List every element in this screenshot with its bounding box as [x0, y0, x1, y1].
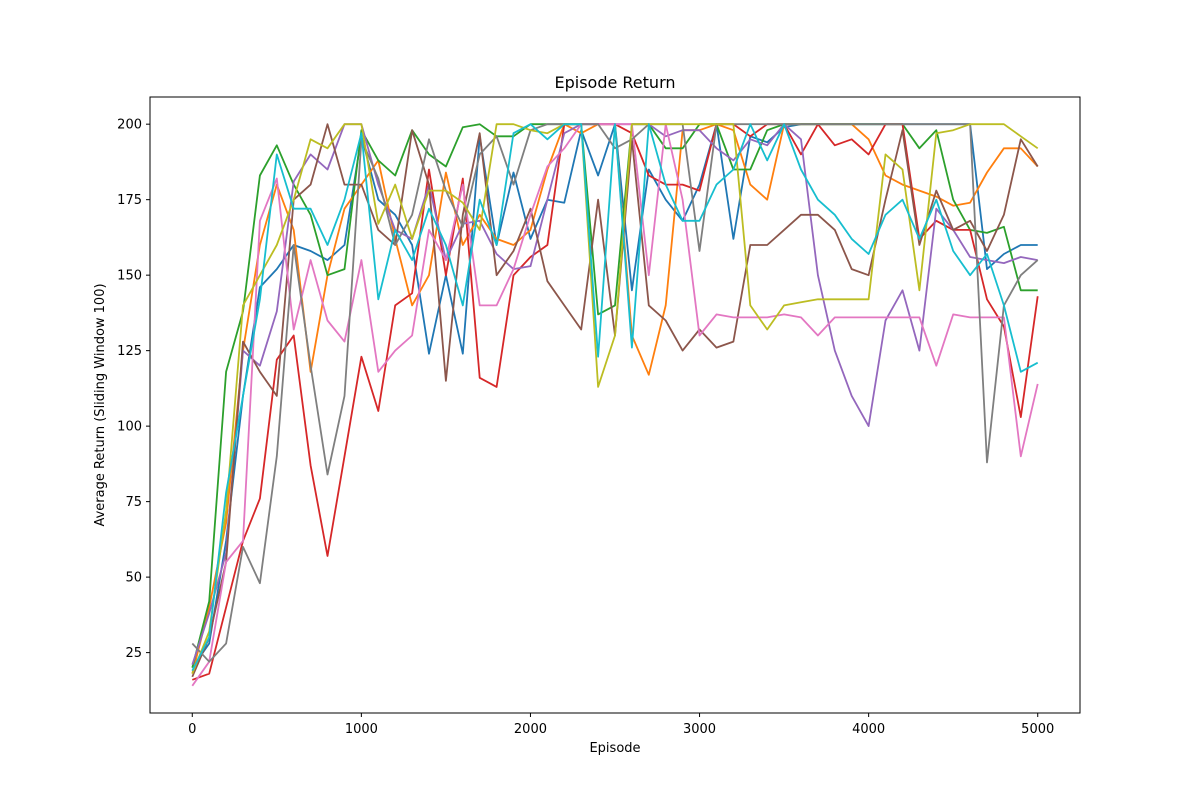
y-axis: 25 50 75 100 125 150 175 200	[117, 118, 150, 661]
y-tick-label: 125	[117, 344, 142, 359]
y-tick-label: 25	[125, 646, 142, 661]
x-axis-label: Episode	[589, 741, 640, 756]
y-tick-label: 150	[117, 269, 142, 284]
series-line-8	[191, 123, 1039, 663]
y-tick-label: 200	[117, 118, 142, 133]
x-tick-label: 1000	[345, 722, 378, 737]
y-tick-label: 100	[117, 420, 142, 435]
y-axis-label: Average Return (Sliding Window 100)	[93, 283, 108, 526]
x-tick-label: 3000	[683, 722, 716, 737]
x-tick-label: 0	[188, 722, 196, 737]
series-line-3	[191, 123, 1038, 668]
series-line-6	[191, 123, 1039, 678]
x-tick-label: 2000	[514, 722, 547, 737]
y-tick-label: 50	[125, 571, 142, 586]
series-line-5	[191, 123, 1038, 665]
series-line-9	[191, 123, 1039, 675]
series-line-2	[191, 123, 1039, 674]
x-tick-label: 5000	[1021, 722, 1054, 737]
x-tick-label: 4000	[852, 722, 885, 737]
series-line-7	[191, 123, 1039, 687]
series-line-10	[191, 123, 1039, 672]
y-tick-label: 175	[117, 193, 142, 208]
y-tick-label: 75	[125, 495, 142, 510]
series-line-1	[191, 123, 1038, 669]
plot-area-frame	[149, 96, 1081, 714]
x-axis: 0 1000 2000 3000 4000 5000	[188, 713, 1054, 737]
series-line-4	[191, 123, 1039, 681]
series-layer	[191, 123, 1039, 687]
chart-title: Episode Return	[554, 73, 675, 92]
